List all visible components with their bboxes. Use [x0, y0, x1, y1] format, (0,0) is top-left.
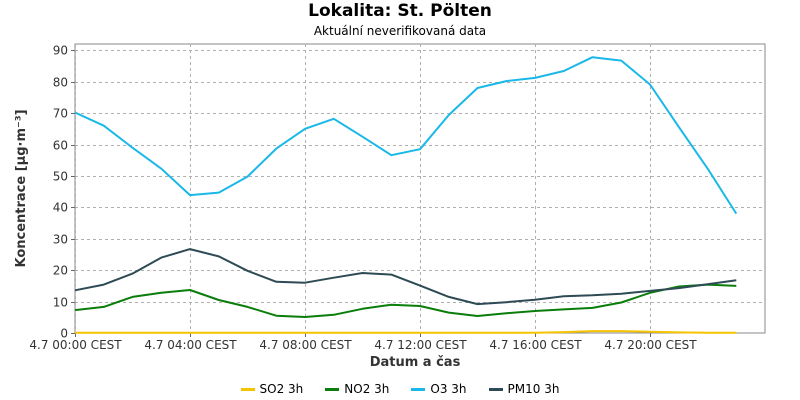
line-chart: 0 10 20 30 40 50 60 70 80 90 4.7 00:00 CEST 4.7 04:…	[14, 43, 766, 370]
y-tick-label: 30	[53, 233, 68, 247]
x-tick-label: 4.7 00:00 CEST	[29, 338, 122, 352]
legend-item: O3 3h	[411, 382, 467, 396]
legend-item: NO2 3h	[325, 382, 389, 396]
y-tick-label: 0	[60, 327, 68, 341]
y-tick-label: 70	[53, 107, 68, 121]
chart-subtitle: Aktuální neverifikovaná data	[313, 24, 487, 38]
y-tick-label: 60	[53, 139, 68, 153]
x-tick-label: 4.7 04:00 CEST	[144, 338, 237, 352]
legend-swatch	[411, 387, 426, 391]
series-line-no2	[74, 283, 737, 318]
y-tick-label: 20	[53, 264, 68, 278]
y-axis-label: Koncentrace [µg·m⁻³]	[14, 109, 29, 267]
x-tick-label: 4.7 20:00 CEST	[604, 338, 697, 352]
legend-swatch	[325, 387, 340, 391]
series-line-so2	[75, 330, 737, 334]
legend-item: PM10 3h	[488, 382, 560, 396]
series-line-pm10	[74, 248, 737, 306]
x-tick-label: 4.7 08:00 CEST	[259, 338, 352, 352]
legend-label: NO2 3h	[344, 382, 390, 396]
legend-item: SO2 3h	[240, 382, 304, 396]
legend-swatch	[488, 387, 503, 391]
legend-label: PM10 3h	[507, 382, 560, 396]
y-tick-label: 50	[53, 170, 68, 184]
y-tick-label: 10	[53, 296, 68, 310]
x-tick-label: 4.7 16:00 CEST	[489, 338, 582, 352]
x-tick-label: 4.7 12:00 CEST	[374, 338, 467, 352]
chart-title: Lokalita: St. Pölten	[308, 1, 492, 21]
y-tick-label: 80	[53, 76, 68, 90]
legend-label: SO2 3h	[259, 382, 304, 396]
x-axis-label: Datum a čas	[370, 355, 461, 370]
legend-label: O3 3h	[430, 382, 467, 396]
y-tick-label: 90	[53, 44, 68, 58]
y-tick-label: 40	[53, 201, 68, 215]
series-line-o3	[74, 56, 738, 215]
chart-legend: SO2 3h NO2 3h O3 3h PM10 3h	[0, 382, 800, 396]
legend-swatch	[240, 387, 255, 391]
